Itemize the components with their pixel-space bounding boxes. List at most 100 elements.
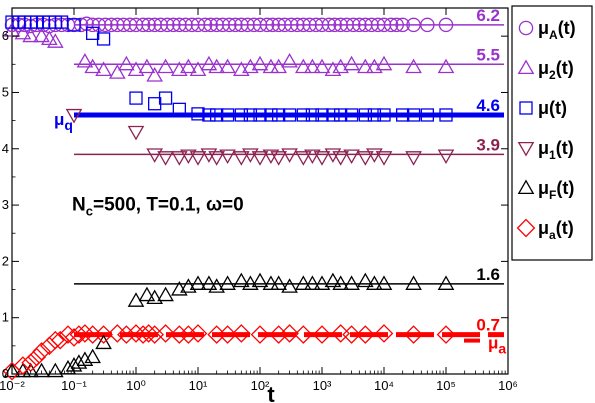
x-tick-label: 10⁻² bbox=[0, 378, 25, 393]
y-tick-label: 6 bbox=[2, 28, 9, 43]
data-point bbox=[259, 17, 275, 33]
data-point bbox=[70, 354, 88, 369]
data-point bbox=[389, 17, 404, 33]
legend: μA(t)μ2(t)μ(t)μ1(t)μF(t)μa(t) bbox=[511, 5, 593, 261]
data-point bbox=[203, 17, 218, 33]
data-point bbox=[22, 27, 39, 43]
data-point bbox=[127, 125, 145, 141]
data-point bbox=[264, 108, 278, 122]
data-point bbox=[304, 58, 321, 74]
data-point bbox=[405, 58, 422, 74]
axes: 10⁻² 10⁻¹ 10⁰ 10¹ 10² 10³ 10⁴ 10⁵ 10⁶ 0 1 2 3 4 5 6 t bbox=[0, 8, 518, 403]
data-point bbox=[189, 275, 207, 290]
data-point bbox=[146, 289, 163, 305]
data-point bbox=[251, 55, 269, 71]
parameter-annotation: Nc=500, T=0.1, ω=0 bbox=[72, 195, 244, 219]
data-point bbox=[178, 17, 193, 33]
data-point bbox=[76, 52, 94, 68]
data-point bbox=[377, 108, 391, 122]
data-point bbox=[210, 108, 224, 122]
data-point bbox=[156, 324, 175, 343]
data-point bbox=[366, 58, 383, 74]
data-point bbox=[219, 149, 236, 165]
data-point bbox=[172, 102, 186, 117]
data-point bbox=[344, 108, 359, 122]
data-point bbox=[356, 325, 375, 344]
data-point bbox=[188, 324, 208, 343]
data-point bbox=[280, 324, 299, 343]
data-point bbox=[342, 325, 361, 344]
legend-marker-2-t bbox=[517, 59, 535, 75]
data-point bbox=[135, 17, 151, 33]
data-point bbox=[281, 148, 298, 163]
data-point bbox=[357, 58, 374, 74]
data-point bbox=[295, 58, 312, 74]
data-point bbox=[27, 347, 46, 367]
data-point bbox=[272, 108, 286, 122]
data-point bbox=[46, 330, 65, 350]
data-point bbox=[109, 64, 126, 79]
legend-label-t: μ(t) bbox=[538, 98, 567, 118]
data-point bbox=[343, 149, 360, 165]
data-point bbox=[404, 325, 423, 344]
data-point bbox=[69, 325, 89, 344]
x-tick-label: 10⁻¹ bbox=[61, 378, 87, 393]
data-point bbox=[242, 275, 259, 290]
data-point bbox=[302, 17, 317, 33]
data-point bbox=[166, 17, 181, 33]
data-point bbox=[251, 272, 269, 288]
data-point bbox=[366, 148, 383, 163]
data-point bbox=[420, 108, 434, 122]
data-point bbox=[146, 67, 163, 82]
series-f-t bbox=[3, 272, 455, 378]
data-point bbox=[138, 286, 156, 302]
data-point bbox=[129, 91, 143, 105]
data-point bbox=[284, 17, 299, 33]
data-point bbox=[242, 148, 259, 163]
data-point bbox=[326, 108, 340, 122]
data-point bbox=[270, 275, 287, 290]
data-point bbox=[324, 148, 342, 163]
series-1-t bbox=[65, 108, 455, 166]
reference-label-4-6: 4.6 bbox=[476, 96, 500, 115]
y-tick-label: 2 bbox=[2, 253, 9, 268]
data-point bbox=[200, 148, 218, 163]
data-point bbox=[33, 27, 50, 43]
data-point bbox=[179, 325, 198, 344]
data-point bbox=[270, 151, 287, 166]
legend-marker-f-t bbox=[517, 179, 535, 195]
data-point bbox=[157, 286, 174, 302]
data-point bbox=[375, 151, 393, 166]
data-point bbox=[73, 17, 89, 33]
legend-box bbox=[511, 5, 593, 261]
data-point bbox=[141, 17, 156, 33]
data-point bbox=[76, 351, 94, 366]
data-point bbox=[5, 15, 19, 29]
data-point bbox=[304, 275, 321, 290]
data-point bbox=[295, 151, 312, 166]
data-point bbox=[327, 17, 342, 33]
data-point bbox=[75, 324, 95, 343]
y-tick-label: 3 bbox=[2, 197, 9, 212]
data-point bbox=[117, 325, 136, 344]
data-point bbox=[406, 108, 421, 122]
data-point bbox=[47, 33, 64, 48]
legend-marker-a-t bbox=[518, 20, 534, 36]
data-point bbox=[233, 151, 250, 166]
data-point bbox=[96, 32, 111, 46]
x-tick-label: 10² bbox=[251, 378, 270, 393]
data-point bbox=[170, 325, 189, 344]
data-point bbox=[208, 278, 225, 293]
reference-label-1-6: 1.6 bbox=[476, 265, 500, 284]
data-point bbox=[364, 17, 379, 33]
data-point bbox=[313, 58, 331, 74]
data-point bbox=[251, 151, 269, 166]
data-point bbox=[191, 107, 205, 121]
data-point bbox=[158, 91, 173, 105]
data-point bbox=[312, 325, 332, 344]
legend-marker-a-t bbox=[516, 218, 536, 238]
legend-marker-1-t bbox=[517, 141, 535, 157]
data-point bbox=[420, 17, 435, 33]
data-point bbox=[222, 17, 237, 33]
series-a-t bbox=[2, 324, 456, 381]
